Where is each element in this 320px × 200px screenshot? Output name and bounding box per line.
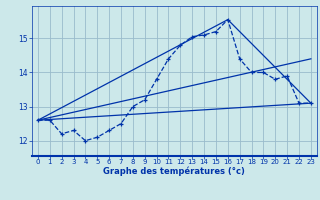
X-axis label: Graphe des températures (°c): Graphe des températures (°c) xyxy=(103,167,245,176)
